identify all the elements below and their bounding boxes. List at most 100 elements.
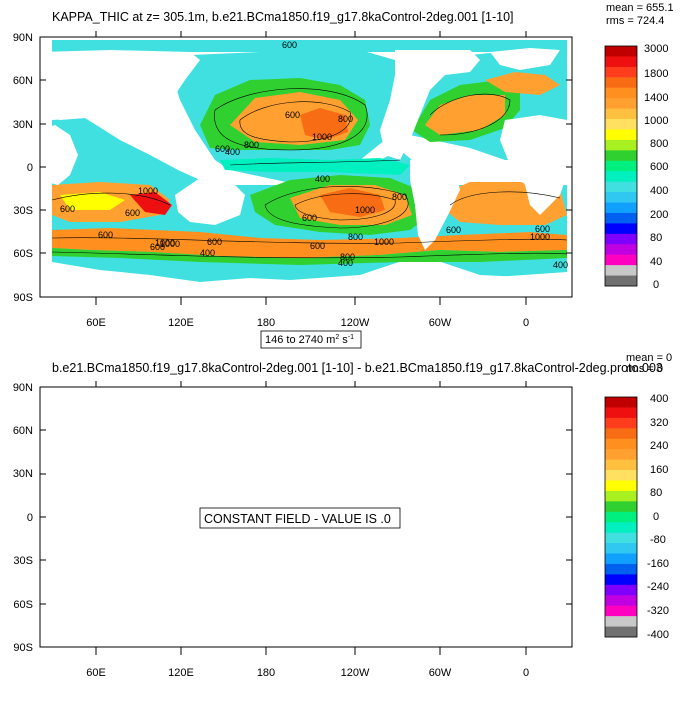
top-mean: mean = 655.1	[606, 2, 674, 14]
bottom-panel: b.e21.BCma1850.f19_g17.8kaControl-2deg.0…	[13, 352, 672, 679]
colorbar-label: 3000	[644, 43, 668, 55]
gyre-north-pacific-inner	[300, 108, 348, 140]
x-tick-label: 120E	[168, 317, 194, 329]
colorbar-swatch	[605, 119, 637, 130]
y-tick-label: 30N	[13, 468, 33, 480]
y-tick-label: 90S	[13, 292, 33, 304]
contour-label: 600	[60, 204, 75, 214]
colorbar-swatch	[605, 265, 637, 276]
colorbar-label: 0	[653, 511, 659, 523]
colorbar-frame	[604, 45, 638, 287]
contour-lines	[51, 88, 568, 259]
colorbar-label: -320	[647, 605, 669, 617]
contour-label: 600	[302, 213, 317, 223]
colorbar-swatch	[605, 605, 637, 617]
contour-label: 600	[150, 242, 165, 252]
contour-line	[51, 237, 568, 244]
colorbar-swatch	[605, 202, 637, 214]
colorbar-label: 0	[653, 279, 659, 291]
colorbar-swatch	[605, 532, 637, 544]
colorbar-swatch	[605, 66, 637, 78]
top-x-ticks	[95, 31, 527, 305]
contour-line	[214, 88, 368, 151]
colorbar-swatch	[605, 438, 637, 450]
range-label-box	[260, 330, 362, 349]
y-tick-label: 30N	[13, 119, 33, 131]
contour-label: 600	[98, 230, 113, 240]
y-tick-label: 90S	[13, 642, 33, 654]
colorbar-swatch	[605, 275, 637, 287]
colorbar-swatch	[605, 56, 637, 68]
contour-line	[294, 193, 396, 221]
colorbar-label: 40	[650, 256, 662, 268]
contour-line	[264, 185, 409, 229]
bottom-y-ticks	[40, 429, 572, 605]
y-tick-label: 60S	[13, 248, 33, 260]
gyre-south-pacific-inner	[320, 188, 385, 217]
colorbar-swatch	[605, 244, 637, 256]
colorbar-label: 80	[650, 487, 662, 499]
colorbar-label: 160	[650, 464, 668, 476]
constant-field-note: CONSTANT FIELD - VALUE IS .0	[199, 507, 401, 529]
colorbar-swatch	[605, 480, 637, 492]
top-x-axis: 60E 120E 180 120W 60W 0	[86, 317, 529, 329]
colorbar-swatch	[605, 77, 637, 89]
ocean-arctic-band	[52, 40, 567, 52]
contour-label: 1000	[355, 205, 375, 215]
contour-line	[449, 191, 561, 206]
contour-label: 600	[207, 237, 222, 247]
colorbar-swatch	[605, 181, 637, 193]
contour-label: 800	[348, 232, 363, 242]
bottom-rms: rms = 0	[626, 363, 663, 375]
land-australia	[175, 178, 245, 225]
contour-label: 400	[315, 174, 330, 184]
y-tick-label: 60N	[13, 425, 33, 437]
contour-label: 600	[282, 40, 297, 50]
contour-line	[51, 251, 568, 259]
colorbar-frame	[604, 396, 638, 638]
contour-label: 1000	[312, 132, 332, 142]
top-colorbar-labels: 3000 1800 1400 1000 800 600 400 200 80 4…	[644, 43, 668, 291]
land-se-asia	[160, 120, 215, 180]
y-tick-label: 30S	[13, 205, 33, 217]
top-panel: KAPPA_THIC at z= 305.1m, b.e21.BCma1850.…	[13, 2, 674, 349]
colorbar-swatch	[605, 254, 637, 266]
colorbar-swatch	[605, 626, 637, 638]
bottom-x-axis: 60E 120E 180 120W 60W 0	[86, 667, 529, 679]
contour-label: 800	[244, 140, 259, 150]
y-tick-label: 60N	[13, 75, 33, 87]
bottom-mean: mean = 0	[626, 352, 672, 364]
contour-label: 400	[553, 260, 568, 270]
colorbar-label: -400	[647, 629, 669, 641]
southern-ocean-green	[52, 248, 567, 265]
gyre-fields	[52, 72, 567, 265]
colorbar-swatch	[605, 543, 637, 554]
bottom-colorbar	[604, 396, 638, 638]
land-masses	[40, 48, 572, 297]
x-tick-label: 120W	[341, 317, 370, 329]
constant-field-text: CONSTANT FIELD - VALUE IS .0	[204, 512, 391, 526]
colorbar-swatch	[605, 470, 637, 481]
top-title: KAPPA_THIC at z= 305.1m, b.e21.BCma1850.…	[52, 10, 514, 24]
colorbar-swatch	[605, 563, 637, 575]
colorbar-swatch	[605, 490, 637, 502]
colorbar-swatch	[605, 574, 637, 586]
x-tick-label: 60W	[429, 667, 452, 679]
colorbar-swatch	[605, 407, 637, 419]
land-antarctica	[40, 262, 572, 297]
x-tick-label: 120E	[168, 667, 194, 679]
colorbar-label: 1400	[644, 92, 668, 104]
x-tick-label: 180	[257, 317, 275, 329]
contour-label: 400	[200, 248, 215, 258]
contour-labels: 600 600 600 800 1000 400 800 1000 800 60…	[60, 40, 568, 270]
colorbar-label: 80	[650, 232, 662, 244]
colorbar-label: -80	[650, 534, 666, 546]
colorbar-swatch	[605, 511, 637, 523]
x-tick-label: 60E	[86, 317, 106, 329]
colorbar-swatch	[605, 459, 637, 471]
colorbar-swatch	[605, 160, 637, 172]
land-africa	[500, 115, 567, 215]
contour-line	[239, 101, 351, 143]
